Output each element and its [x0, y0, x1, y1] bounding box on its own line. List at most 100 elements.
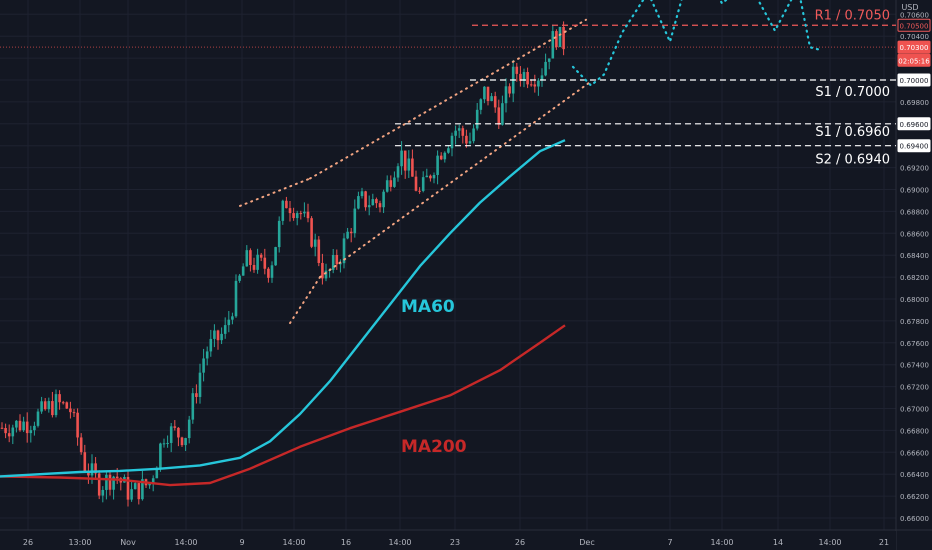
price-tick-label: 0.68200	[900, 274, 929, 282]
candle-body	[389, 180, 393, 187]
candle-body	[101, 489, 105, 496]
time-tick-label: 26	[23, 538, 33, 547]
candle-body	[105, 474, 108, 490]
candle-body	[346, 231, 349, 239]
price-tag	[897, 53, 931, 67]
candle-body	[407, 158, 411, 171]
axis-settings-icon[interactable]	[899, 533, 929, 548]
candle-body	[227, 319, 231, 326]
price-tag	[897, 40, 931, 54]
candle-body	[216, 330, 220, 341]
candle-body	[43, 401, 47, 410]
candle-body	[522, 72, 526, 81]
time-tick-label: 7	[667, 538, 672, 547]
candle-body	[331, 254, 335, 270]
candle-body	[173, 426, 177, 428]
price-tick-label: 0.70400	[900, 33, 929, 41]
price-tag-label: 0.69400	[900, 143, 929, 151]
candle-body	[69, 408, 72, 413]
candle-body	[382, 191, 385, 208]
time-tick-label: 14:00	[388, 538, 411, 547]
candle-body	[72, 412, 76, 414]
candle-body	[393, 177, 396, 187]
price-tick-label: 0.69000	[900, 187, 929, 195]
ma200-label: MA200	[401, 437, 467, 457]
candle-body	[184, 438, 187, 446]
candle-body	[155, 467, 159, 479]
price-tick-label: 0.67600	[900, 340, 929, 348]
candle-body	[4, 428, 7, 434]
candle-body	[169, 426, 173, 443]
candle-body	[256, 254, 259, 270]
candle-body	[508, 86, 511, 94]
candle-body	[231, 316, 234, 320]
candle-body	[313, 239, 317, 247]
candle-body	[537, 80, 540, 87]
price-tick-label: 0.68000	[900, 296, 929, 304]
price-tick-label: 0.69800	[900, 99, 929, 107]
candle-body	[555, 31, 558, 48]
price-tick-label: 0.66400	[900, 471, 929, 479]
time-tick-label: 14:00	[818, 538, 841, 547]
candle-body	[421, 177, 425, 191]
candle-body	[90, 463, 94, 476]
candle-body	[349, 231, 353, 234]
price-tag-label: 0.70500	[900, 22, 929, 30]
time-axis	[0, 531, 896, 550]
time-tick-label: 16	[341, 538, 351, 547]
time-tick-label: 23	[450, 538, 460, 547]
candle-body	[425, 175, 429, 178]
candle-body	[439, 155, 443, 160]
candle-body	[457, 128, 461, 131]
candle-body	[324, 270, 328, 279]
candle-body	[65, 402, 69, 409]
candle-body	[353, 208, 357, 234]
candle-body	[270, 265, 274, 278]
candle-body	[11, 427, 15, 437]
candle-body	[461, 128, 465, 136]
candle-body	[367, 205, 371, 208]
candle-body	[238, 275, 241, 281]
time-tick-label: 13:00	[68, 538, 91, 547]
candle-body	[94, 463, 97, 474]
candle-body	[115, 476, 119, 479]
candle-body	[285, 200, 288, 209]
price-tag	[897, 73, 931, 87]
candle-body	[79, 437, 83, 453]
candle-body	[454, 130, 457, 136]
candle-body	[25, 421, 29, 434]
price-tag-label: 0.70000	[900, 77, 929, 85]
candle-body	[418, 190, 421, 192]
candle-body	[76, 412, 79, 438]
candle-body	[213, 330, 216, 339]
candle-body	[40, 401, 43, 412]
candle-body	[357, 196, 360, 209]
price-tag-label: 0.69600	[900, 121, 929, 129]
time-tick-label: Dec	[579, 538, 594, 547]
candle-body	[141, 479, 144, 500]
ma60-line	[0, 139, 566, 478]
candle-body	[130, 489, 133, 500]
candle-body	[281, 200, 285, 221]
projection-path	[571, 0, 820, 87]
candle-body	[148, 483, 151, 486]
candle-body	[447, 148, 450, 153]
channel-lower-line	[319, 81, 591, 279]
price-tag	[897, 139, 931, 153]
candle-body	[195, 393, 198, 397]
price-tick-label: 0.69200	[900, 165, 929, 173]
candle-body	[335, 254, 339, 265]
level-label: S2 / 0.6940	[815, 153, 890, 168]
candle-body	[364, 191, 367, 208]
candle-body	[360, 191, 364, 197]
price-tag-label: 02:05:16	[898, 57, 930, 65]
candle-body	[166, 442, 169, 444]
time-tick-label: 14:00	[710, 538, 733, 547]
candle-body	[234, 280, 238, 317]
candle-body	[61, 402, 65, 404]
candle-body	[15, 420, 18, 428]
price-tick-label: 0.66600	[900, 449, 929, 457]
candle-body	[303, 211, 306, 214]
candle-body	[159, 443, 162, 468]
